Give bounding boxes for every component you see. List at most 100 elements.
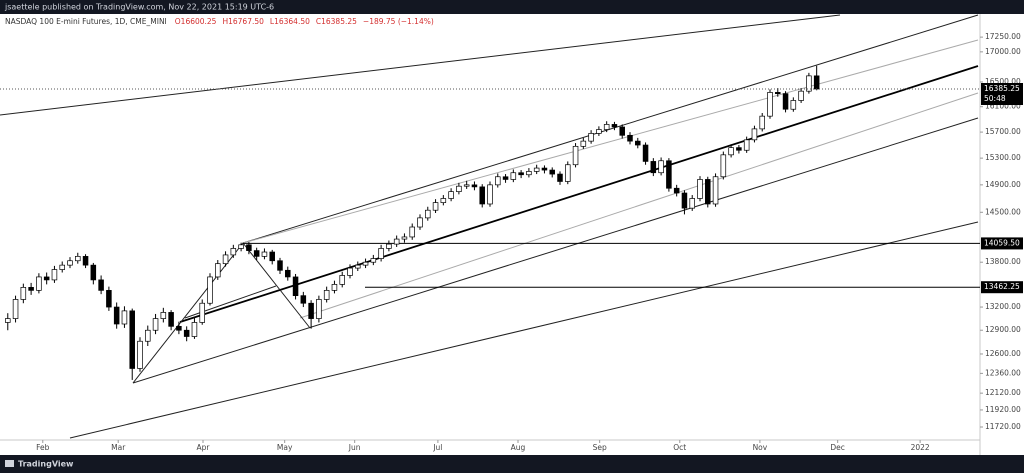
pitchfork-upper bbox=[242, 14, 979, 244]
candle-body bbox=[782, 93, 789, 110]
candle-body bbox=[82, 256, 89, 266]
candle-body bbox=[98, 279, 104, 291]
candle-body bbox=[479, 186, 485, 205]
candle-body bbox=[67, 260, 73, 266]
candle-body bbox=[689, 198, 695, 209]
x-tick-label: Dec bbox=[830, 443, 845, 452]
candle-body bbox=[666, 160, 672, 189]
candle-body bbox=[160, 312, 167, 319]
y-tick-label: 13200.00 bbox=[985, 302, 1021, 311]
candle-body bbox=[347, 267, 353, 276]
candle-body bbox=[59, 264, 65, 270]
candle-body bbox=[705, 179, 711, 205]
candle-body bbox=[28, 287, 34, 291]
candle-body bbox=[386, 243, 392, 249]
candle-body bbox=[611, 124, 618, 128]
candle-body bbox=[650, 161, 657, 174]
candle-body bbox=[502, 176, 509, 180]
candle-body bbox=[541, 167, 548, 171]
x-tick-label: Jul bbox=[432, 443, 442, 452]
countdown: 50:48 bbox=[984, 94, 1006, 103]
candle-body bbox=[549, 169, 555, 175]
brand-logo bbox=[5, 460, 14, 467]
candle-body bbox=[176, 325, 182, 331]
candle-body bbox=[533, 167, 540, 172]
candle-body bbox=[137, 340, 143, 369]
y-tick-label: 12900.00 bbox=[985, 325, 1021, 334]
candle-body bbox=[246, 244, 252, 251]
candle-body bbox=[230, 248, 237, 256]
last-price-label: 16385.25 bbox=[984, 84, 1020, 93]
x-tick-label: Jun bbox=[348, 443, 361, 452]
candle-body bbox=[113, 306, 120, 325]
candle-body bbox=[316, 299, 322, 319]
candle-body bbox=[378, 248, 384, 259]
pivot-lines bbox=[184, 285, 277, 319]
candle-body bbox=[775, 92, 781, 94]
candle-body bbox=[323, 290, 330, 300]
candle-body bbox=[75, 256, 81, 262]
x-tick-label: Sep bbox=[593, 443, 607, 452]
ohlc-legend: O16600.25 bbox=[175, 17, 217, 26]
level-label: 13462.25 bbox=[984, 282, 1020, 291]
y-tick-label: 16500.00 bbox=[985, 77, 1021, 86]
candle-body bbox=[425, 209, 431, 219]
last-price-box bbox=[981, 83, 1023, 106]
candle-body bbox=[370, 258, 377, 263]
brand: TradingView bbox=[18, 460, 74, 469]
candle-body bbox=[393, 238, 400, 245]
candle-body bbox=[526, 171, 532, 176]
candle-body bbox=[191, 322, 198, 337]
candle-body bbox=[106, 290, 112, 308]
y-tick-label: 12360.00 bbox=[985, 368, 1021, 377]
candle-body bbox=[121, 310, 128, 325]
y-tick-label: 12120.00 bbox=[985, 388, 1021, 397]
candle-body bbox=[331, 284, 338, 291]
bottom-bar bbox=[0, 455, 1024, 473]
candle-body bbox=[720, 154, 727, 178]
candle-body bbox=[36, 276, 42, 291]
y-tick-label: 13800.00 bbox=[985, 257, 1021, 266]
publisher: jsaettele published on TradingView.com, … bbox=[4, 3, 274, 12]
candle-body bbox=[565, 164, 571, 182]
y-tick-label: 15300.00 bbox=[985, 153, 1021, 162]
x-tick-label: Mar bbox=[111, 443, 126, 452]
ohlc-legend: −189.75 (−1.14%) bbox=[363, 17, 434, 26]
x-tick-label: Oct bbox=[673, 443, 686, 452]
candle-body bbox=[339, 275, 345, 285]
candle-body bbox=[728, 147, 734, 156]
candle-body bbox=[736, 147, 742, 151]
candle-body bbox=[588, 133, 594, 142]
candle-body bbox=[642, 144, 649, 162]
candle-body bbox=[806, 75, 812, 92]
candle-body bbox=[463, 184, 470, 187]
pitchfork-inner bbox=[299, 92, 979, 319]
candle-body bbox=[145, 329, 151, 342]
candle-body bbox=[199, 302, 205, 323]
ohlc-legend: C16385.25 bbox=[316, 17, 357, 26]
candle-body bbox=[627, 134, 633, 142]
candle-body bbox=[448, 191, 454, 199]
candle-body bbox=[440, 198, 447, 203]
candle-body bbox=[790, 100, 797, 110]
pivot-lines bbox=[132, 242, 311, 384]
candle-body bbox=[20, 287, 27, 300]
trend-line bbox=[69, 221, 979, 439]
candle-body bbox=[409, 226, 415, 238]
x-tick-label: 2022 bbox=[911, 443, 930, 452]
candle-body bbox=[767, 92, 773, 117]
trend-line bbox=[0, 14, 841, 116]
x-tick-label: Feb bbox=[36, 443, 50, 452]
candle-body bbox=[300, 295, 307, 304]
y-tick-label: 12600.00 bbox=[985, 349, 1021, 358]
symbol-title: NASDAQ 100 E-mini Futures, 1D, CME_MINI bbox=[5, 17, 167, 26]
candle-body bbox=[603, 124, 610, 130]
candle-body bbox=[269, 251, 275, 262]
level-label-box bbox=[981, 237, 1023, 250]
candle-body bbox=[518, 172, 524, 176]
candle-body bbox=[751, 128, 758, 141]
y-tick-label: 16100.00 bbox=[985, 102, 1021, 111]
candle-body bbox=[697, 179, 703, 199]
candle-body bbox=[261, 251, 268, 257]
